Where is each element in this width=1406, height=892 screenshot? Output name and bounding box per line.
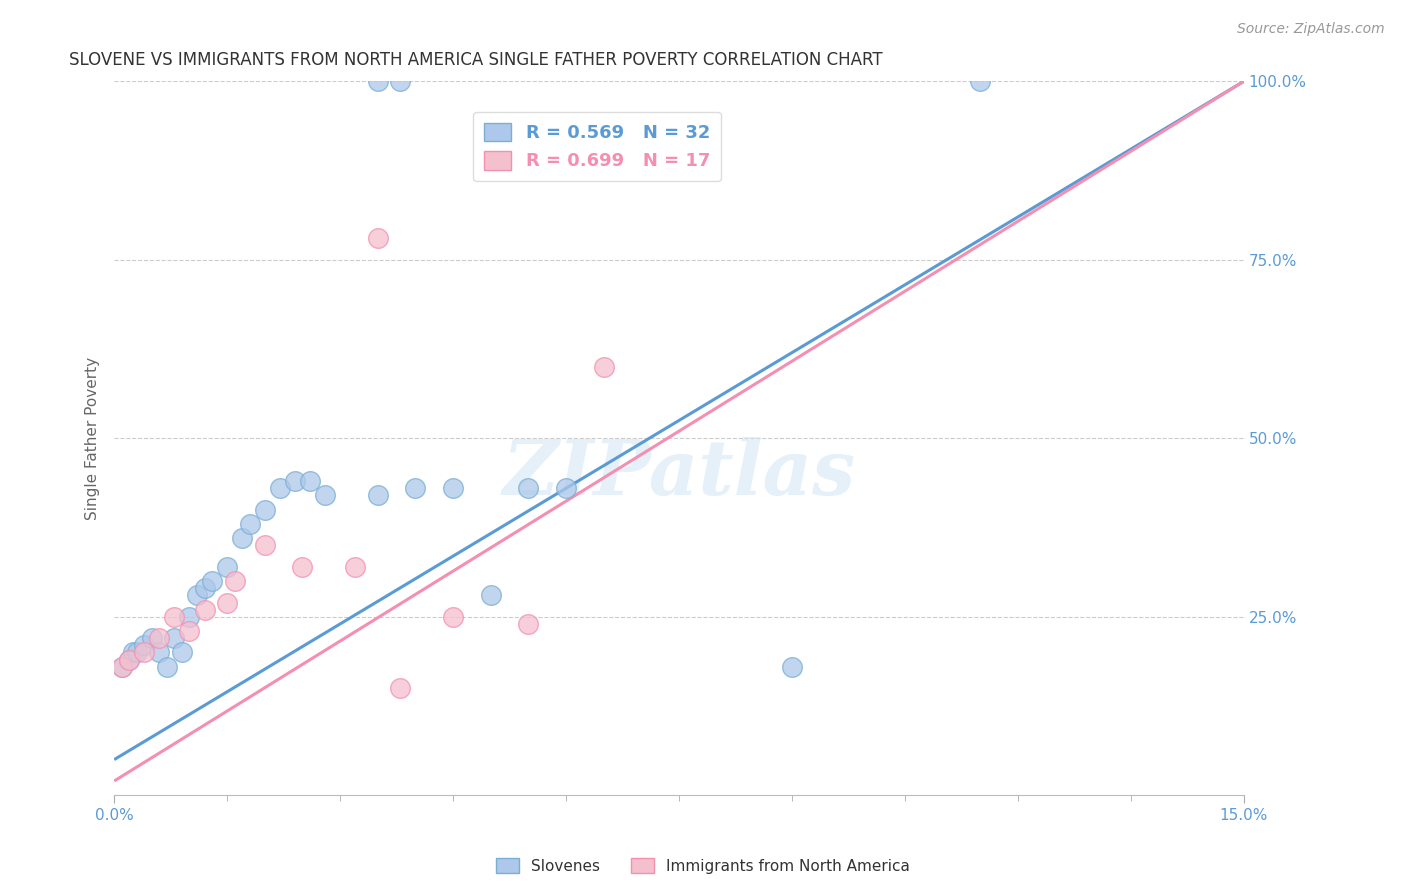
Point bbox=[125, 645, 148, 659]
Point bbox=[118, 653, 141, 667]
Point bbox=[118, 653, 141, 667]
Point bbox=[367, 74, 389, 88]
Legend: Slovenes, Immigrants from North America: Slovenes, Immigrants from North America bbox=[491, 852, 915, 880]
Point bbox=[111, 660, 134, 674]
Point bbox=[239, 516, 262, 531]
Point bbox=[404, 481, 426, 495]
Point bbox=[441, 481, 464, 495]
Point bbox=[555, 481, 578, 495]
Point bbox=[367, 488, 389, 502]
Point bbox=[344, 559, 367, 574]
Point bbox=[517, 616, 540, 631]
Point bbox=[367, 231, 389, 245]
Point bbox=[253, 538, 276, 552]
Point bbox=[298, 474, 321, 488]
Point bbox=[479, 588, 502, 602]
Point bbox=[780, 660, 803, 674]
Point bbox=[134, 645, 156, 659]
Point bbox=[193, 581, 215, 595]
Point bbox=[186, 588, 208, 602]
Point bbox=[592, 359, 614, 374]
Point bbox=[389, 681, 412, 696]
Point bbox=[969, 74, 991, 88]
Text: Source: ZipAtlas.com: Source: ZipAtlas.com bbox=[1237, 22, 1385, 37]
Text: SLOVENE VS IMMIGRANTS FROM NORTH AMERICA SINGLE FATHER POVERTY CORRELATION CHART: SLOVENE VS IMMIGRANTS FROM NORTH AMERICA… bbox=[69, 51, 883, 69]
Point bbox=[389, 74, 412, 88]
Point bbox=[163, 609, 186, 624]
Legend: R = 0.569   N = 32, R = 0.699   N = 17: R = 0.569 N = 32, R = 0.699 N = 17 bbox=[474, 112, 721, 181]
Point bbox=[231, 531, 253, 545]
Point bbox=[170, 645, 193, 659]
Point bbox=[179, 609, 201, 624]
Point bbox=[217, 559, 239, 574]
Point bbox=[193, 602, 215, 616]
Point bbox=[148, 645, 170, 659]
Point bbox=[284, 474, 307, 488]
Point bbox=[148, 631, 170, 645]
Point bbox=[163, 631, 186, 645]
Point bbox=[217, 595, 239, 609]
Text: ZIPatlas: ZIPatlas bbox=[502, 437, 855, 511]
Point bbox=[441, 609, 464, 624]
Point bbox=[224, 574, 246, 588]
Point bbox=[253, 502, 276, 516]
Point bbox=[141, 631, 163, 645]
Point bbox=[134, 638, 156, 652]
Point bbox=[517, 481, 540, 495]
Y-axis label: Single Father Poverty: Single Father Poverty bbox=[86, 357, 100, 520]
Point bbox=[111, 660, 134, 674]
Point bbox=[122, 645, 145, 659]
Point bbox=[201, 574, 224, 588]
Point bbox=[156, 660, 179, 674]
Point bbox=[314, 488, 336, 502]
Point bbox=[269, 481, 291, 495]
Point bbox=[179, 624, 201, 638]
Point bbox=[291, 559, 314, 574]
